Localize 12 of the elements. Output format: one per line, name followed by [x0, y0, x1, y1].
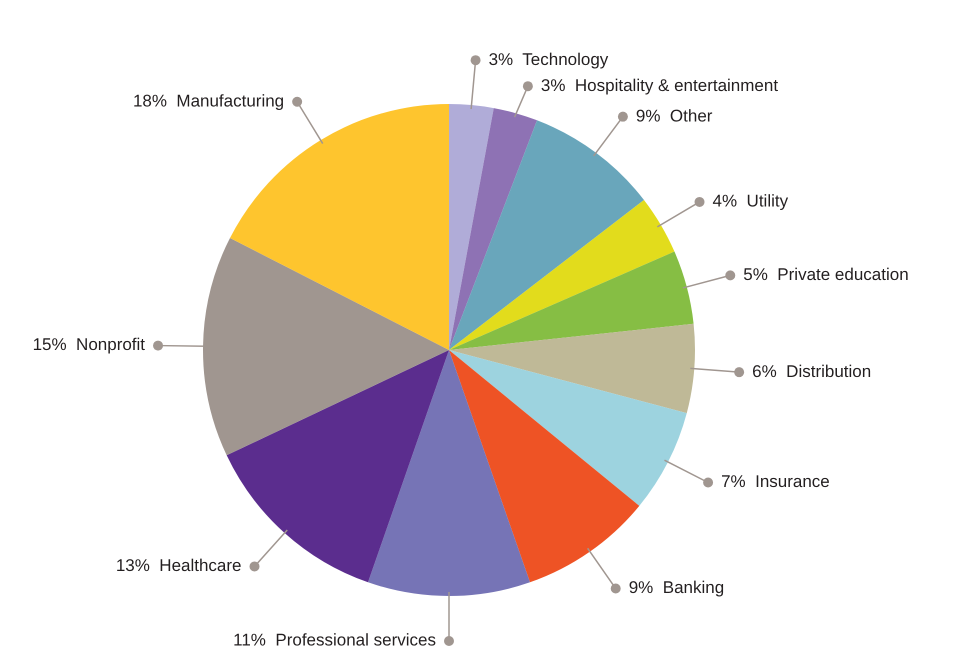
- slice-label: 15% Nonprofit: [32, 335, 146, 354]
- slice-label: 7% Insurance: [721, 472, 830, 492]
- slice-label: 5% Private education: [743, 265, 909, 284]
- slice-label: 9% Other: [636, 106, 713, 126]
- slice-label: 13% Healthcare: [116, 556, 242, 576]
- slice-label: 11% Professional services: [233, 630, 436, 650]
- slice-label: 3% Technology: [488, 50, 609, 69]
- slice-label: 9% Banking: [628, 578, 724, 598]
- slice-label: 18% Manufacturing: [132, 91, 284, 110]
- slice-label: 4% Utility: [712, 192, 789, 211]
- slice-label: 6% Distribution: [752, 362, 872, 381]
- slice-label: 3% Hospitality & entertainment: [540, 76, 778, 95]
